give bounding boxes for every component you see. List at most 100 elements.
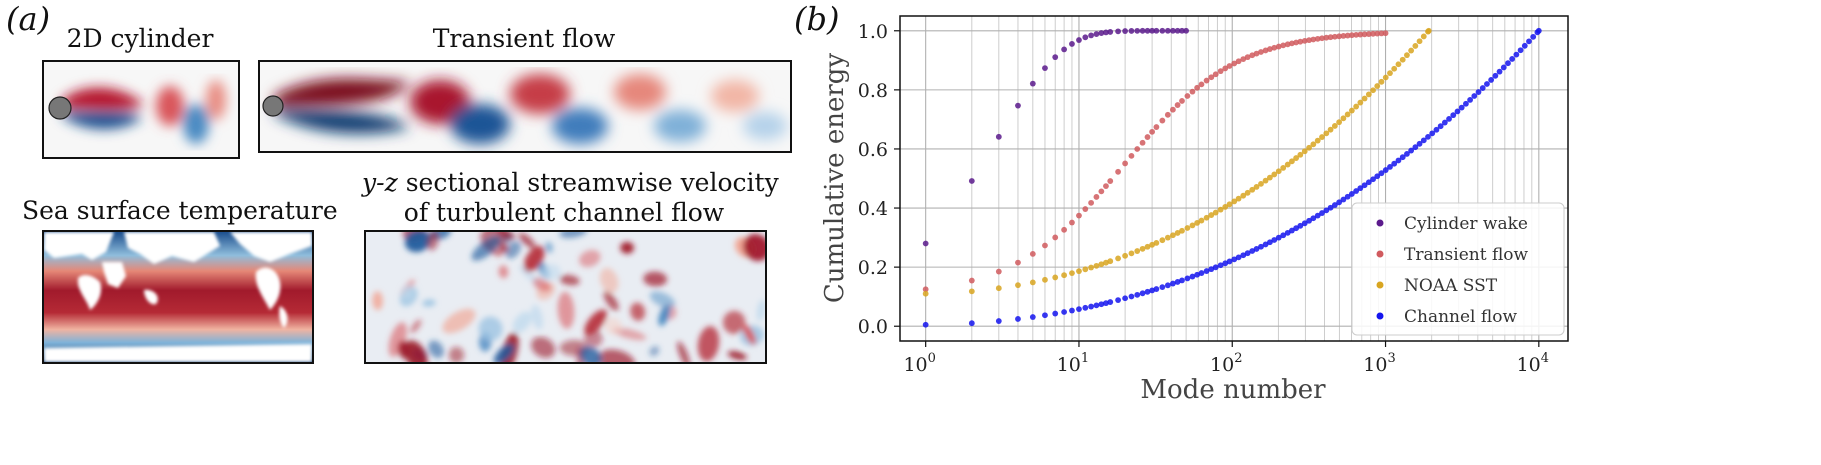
data-point [1293,225,1300,232]
data-point [1174,230,1181,236]
data-point [1235,254,1242,261]
data-point [1069,219,1075,226]
data-point [1139,290,1146,297]
data-point [1336,119,1343,126]
channel-eddy [743,233,765,262]
data-point [1194,271,1201,278]
data-point [922,286,929,293]
data-point [1357,185,1364,192]
data-point [1093,31,1100,37]
data-point [1420,33,1427,40]
data-point [1144,134,1151,140]
data-point [1521,42,1528,49]
data-point [1194,84,1201,91]
data-point [968,320,975,327]
data-point [1103,183,1109,189]
data-point [1319,134,1325,140]
data-point [1361,31,1368,38]
channel-eddy [428,340,444,359]
data-point [1082,34,1089,41]
data-point [1323,207,1330,214]
data-point [1189,273,1196,280]
data-point [1029,250,1036,257]
data-point [1340,196,1347,203]
data-point [1098,261,1105,268]
y-tick-label: 0.0 [858,316,888,338]
data-point [1262,241,1269,248]
data-point [1179,27,1185,34]
data-point [1208,74,1215,81]
data-point [1314,212,1321,219]
data-point [1425,27,1432,34]
series-noaa-sst [922,27,1432,297]
channel-title-line1: sectional streamwise velocity [397,168,779,197]
data-point [1134,146,1141,152]
data-point [1212,209,1219,216]
data-point [1361,95,1368,102]
panel-b-label: (b) [794,0,840,38]
data-point [1226,258,1233,265]
data-point [1088,264,1094,271]
data-point [1441,119,1448,126]
channel-eddy [649,291,676,309]
legend-marker [1376,250,1384,258]
data-point [968,178,975,184]
data-point [1222,65,1229,72]
data-point [1378,170,1385,177]
y-tick-label: 0.8 [858,80,888,102]
data-point [1374,173,1381,180]
data-point [1174,102,1181,108]
data-point [1387,70,1393,77]
x-tick-label: 104 [1517,351,1549,376]
data-point [1275,43,1282,50]
data-point [1458,104,1465,111]
data-point [1416,140,1423,147]
data-point [1331,202,1338,208]
data-point [1280,42,1287,49]
data-point [1365,179,1372,186]
channel-eddy [532,278,551,292]
plot-area-frame [899,15,1569,342]
cylinder-vorticity-image [44,62,238,157]
data-point [1266,174,1273,181]
data-point [1240,192,1247,199]
channel-eddy [559,232,588,239]
channel-velocity-image [366,232,765,362]
data-point [1107,258,1114,265]
transient-flow-field [258,60,792,153]
data-point [1115,168,1121,175]
ticks-layer: 100 101 102 103 104 0.0 0.2 0.4 0.6 0.8 1.0 [858,21,1549,376]
data-point [1128,293,1135,300]
data-point [1144,243,1151,250]
data-point [1174,27,1181,34]
data-point [1505,60,1511,67]
data-point [1153,239,1160,246]
data-point [1370,87,1376,94]
series-layer [922,27,1542,328]
channel-field [364,230,767,364]
data-point [1253,246,1260,252]
data-point [1029,80,1036,87]
data-point [1327,34,1334,41]
legend-marker [1376,281,1384,289]
data-point [1149,128,1155,135]
data-point [1244,250,1251,257]
data-point [1122,295,1129,302]
data-point [1194,220,1201,226]
data-point [1289,227,1295,234]
data-point [1262,177,1269,184]
data-point [1297,151,1304,158]
data-point [1344,111,1351,118]
data-point [1382,30,1389,37]
data-point [1164,111,1171,118]
channel-eddy [727,351,747,360]
data-point [1061,46,1068,53]
data-point [1258,49,1264,55]
data-point [1244,54,1251,61]
data-point [1370,176,1376,183]
data-point [1198,270,1205,276]
data-point [1122,160,1129,167]
data-point [1244,189,1251,196]
data-point [1327,204,1334,211]
